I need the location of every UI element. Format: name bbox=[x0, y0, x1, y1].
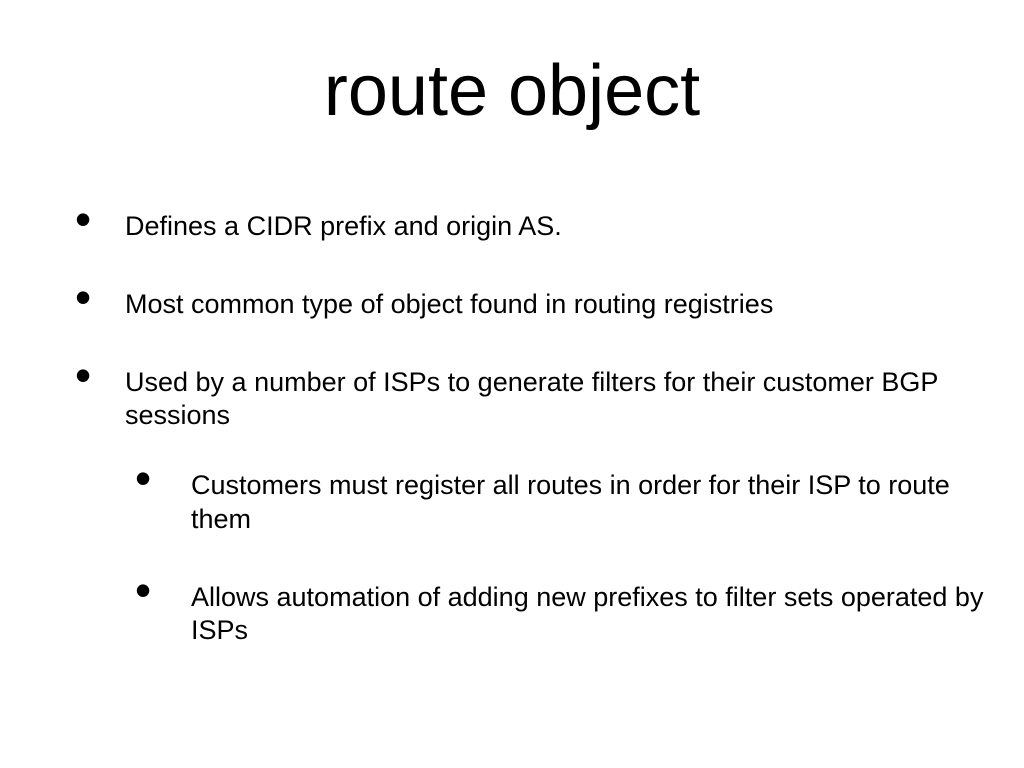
bullet-text: Customers must register all routes in or… bbox=[191, 470, 950, 534]
sub-bullet-list: Customers must register all routes in or… bbox=[125, 469, 984, 648]
bullet-text: Allows automation of adding new prefixes… bbox=[191, 582, 983, 646]
list-item: Used by a number of ISPs to generate fil… bbox=[75, 366, 984, 649]
list-item: Defines a CIDR prefix and origin AS. bbox=[75, 210, 984, 244]
slide-title: route object bbox=[0, 50, 1024, 132]
slide: route object Defines a CIDR prefix and o… bbox=[0, 0, 1024, 768]
bullet-text: Defines a CIDR prefix and origin AS. bbox=[125, 211, 562, 241]
bullet-text: Used by a number of ISPs to generate fil… bbox=[125, 367, 938, 431]
list-item: Customers must register all routes in or… bbox=[135, 469, 984, 537]
list-item: Allows automation of adding new prefixes… bbox=[135, 581, 984, 649]
bullet-list: Defines a CIDR prefix and origin AS. Mos… bbox=[75, 210, 984, 648]
list-item: Most common type of object found in rout… bbox=[75, 288, 984, 322]
slide-content: Defines a CIDR prefix and origin AS. Mos… bbox=[75, 210, 984, 692]
bullet-text: Most common type of object found in rout… bbox=[125, 289, 773, 319]
